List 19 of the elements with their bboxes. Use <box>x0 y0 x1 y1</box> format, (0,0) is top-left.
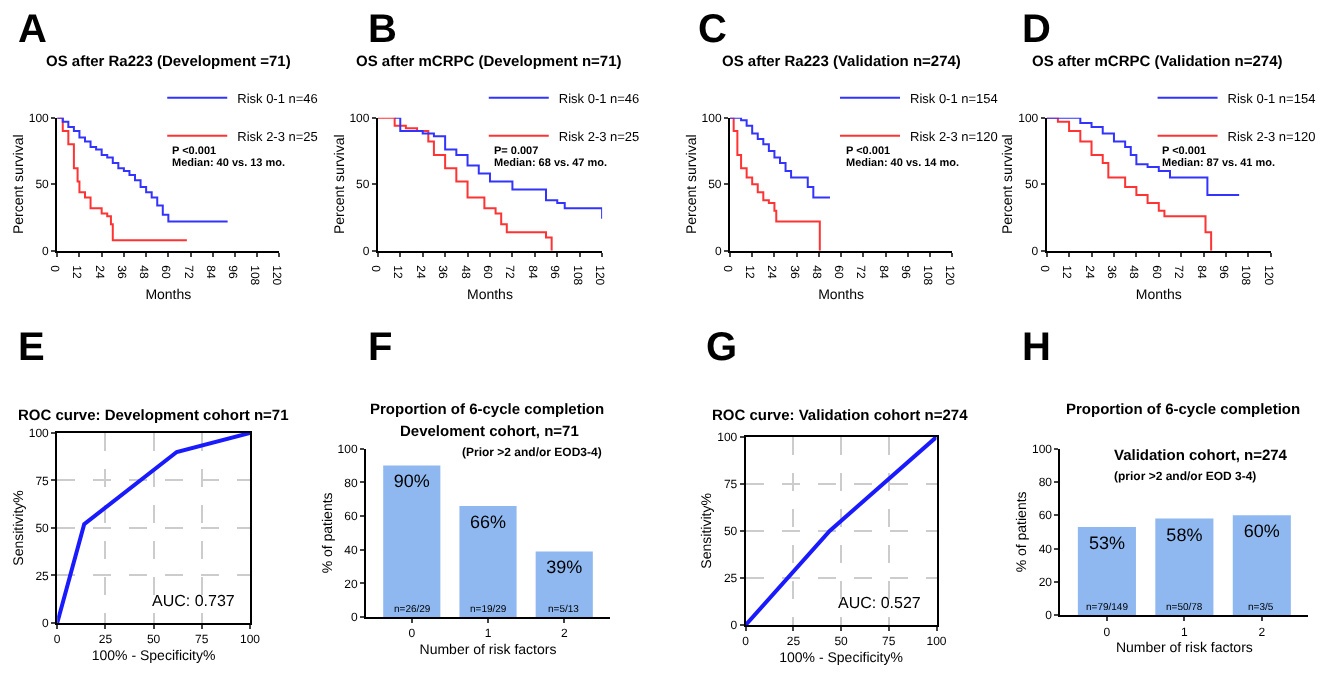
text: A <box>18 8 47 52</box>
annotation: AUC: 0.527 <box>838 594 922 612</box>
annotation: AUC: 0.737 <box>152 592 236 610</box>
bar <box>459 505 517 618</box>
data-label: 53% <box>1088 532 1125 553</box>
text: C <box>698 8 727 52</box>
data-label: 60% <box>1243 521 1280 542</box>
text: F <box>368 326 393 370</box>
text: D <box>1022 8 1051 52</box>
text: E <box>18 326 45 370</box>
bar <box>383 465 441 618</box>
line-series <box>57 432 250 623</box>
data-label: 58% <box>1166 524 1203 545</box>
data-label: 39% <box>546 557 583 578</box>
text: H <box>1022 326 1051 370</box>
text: G <box>706 326 738 370</box>
data-label: 66% <box>469 511 507 532</box>
data-label: 90% <box>393 471 430 492</box>
text: B <box>368 8 397 52</box>
